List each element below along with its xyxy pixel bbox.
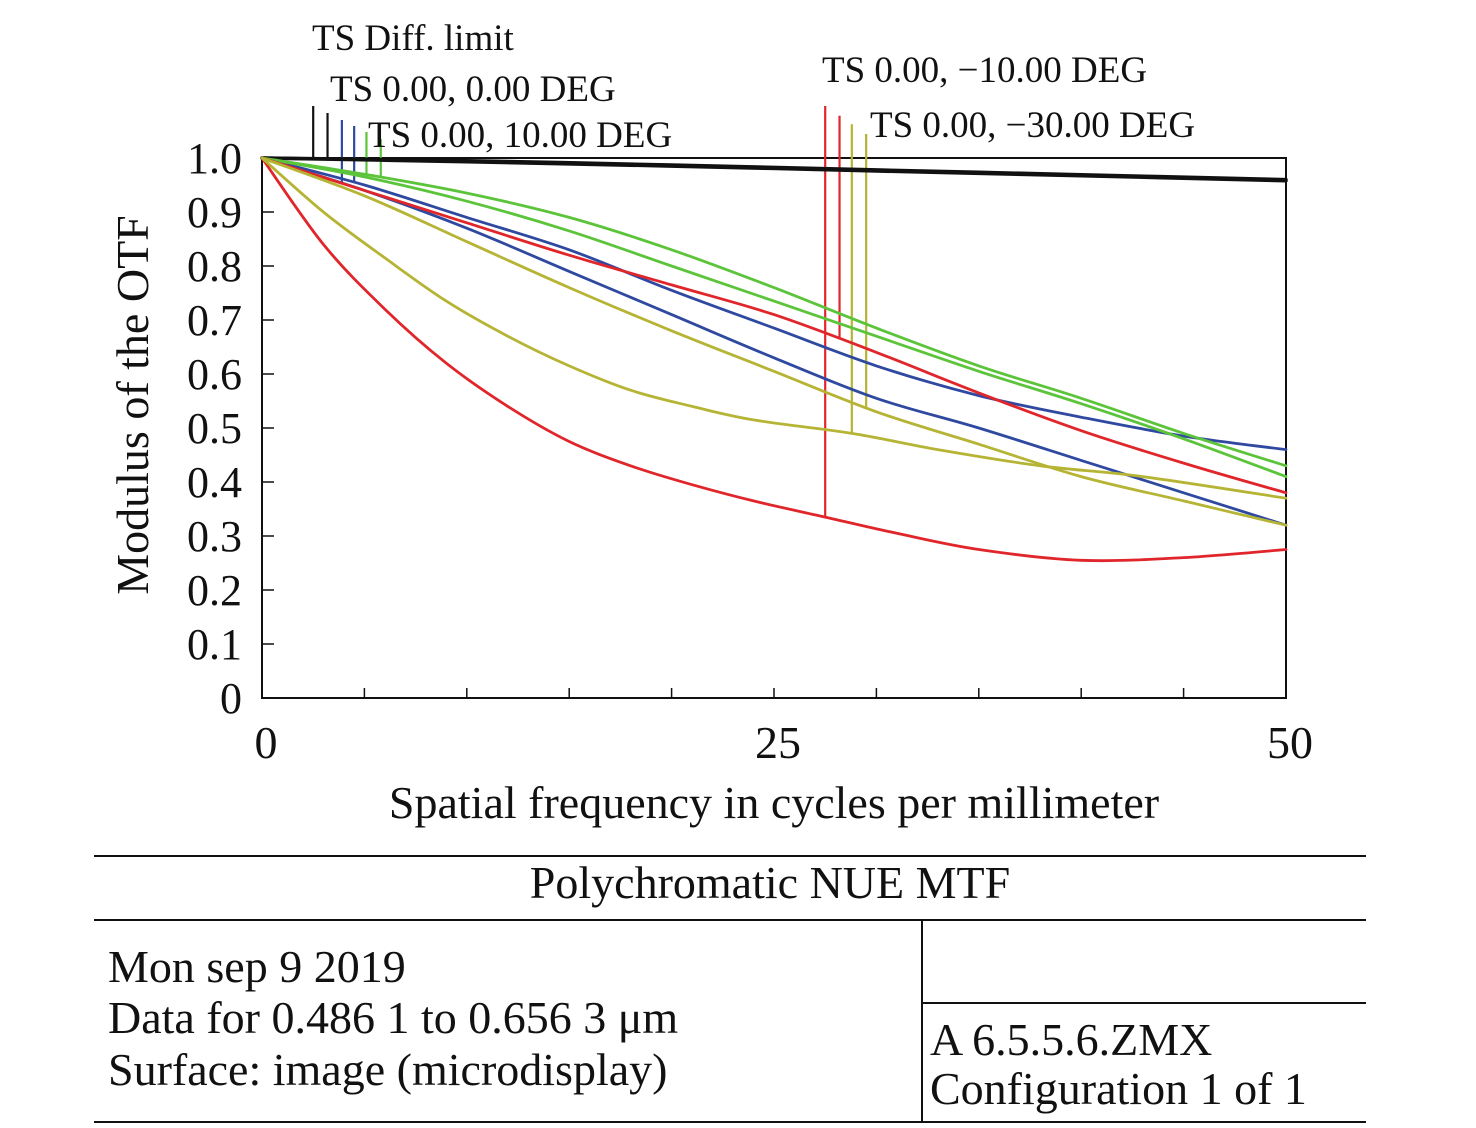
y-tick-labels: 0 0.1 0.2 0.3 0.4 0.5 0.6 0.7 0.8 0.9 1.0 xyxy=(187,134,242,723)
mtf-curve xyxy=(260,156,1288,527)
mtf-curve xyxy=(260,156,1288,468)
x-tick-label: 0 xyxy=(255,717,278,768)
mtf-curves xyxy=(260,156,1288,563)
axis-ticks xyxy=(262,157,1185,699)
info-surface: Surface: image (microdisplay) xyxy=(108,1044,667,1095)
info-configuration: Configuration 1 of 1 xyxy=(930,1063,1307,1114)
y-tick-label: 0.2 xyxy=(187,566,242,615)
legend-label-neg10deg: TS 0.00, −10.00 DEG xyxy=(822,50,1147,91)
y-tick-label: 0 xyxy=(220,674,242,723)
y-tick-label: 0.8 xyxy=(187,242,242,291)
x-tick-label: 25 xyxy=(755,717,801,768)
y-tick-label: 0.5 xyxy=(187,404,242,453)
mtf-curve xyxy=(260,156,1288,527)
y-axis-label: Modulus of the OTF xyxy=(107,215,158,595)
y-tick-label: 0.4 xyxy=(187,458,242,507)
y-tick-label: 0.1 xyxy=(187,620,242,669)
x-tick-labels: 0 25 50 xyxy=(255,717,1314,768)
x-tick-label: 50 xyxy=(1267,717,1313,768)
mtf-curve xyxy=(260,156,1288,183)
info-title: Polychromatic NUE MTF xyxy=(530,857,1010,908)
legend-label-10deg: TS 0.00, 10.00 DEG xyxy=(368,115,672,156)
y-tick-label: 0.7 xyxy=(187,296,242,345)
info-file: A 6.5.5.6.ZMX xyxy=(930,1014,1212,1065)
mtf-curve xyxy=(260,156,1288,563)
info-data-range: Data for 0.486 1 to 0.656 3 μm xyxy=(108,992,678,1043)
x-axis-label: Spatial frequency in cycles per millimet… xyxy=(389,777,1159,828)
mtf-curve xyxy=(260,156,1288,495)
y-tick-label: 0.3 xyxy=(187,512,242,561)
info-date: Mon sep 9 2019 xyxy=(108,941,406,992)
y-tick-label: 0.9 xyxy=(187,188,242,237)
y-tick-label: 1.0 xyxy=(187,134,242,183)
legend-label-0deg: TS 0.00, 0.00 DEG xyxy=(330,69,616,110)
mtf-curve xyxy=(260,156,1288,451)
legend-label-diff-limit: TS Diff. limit xyxy=(312,18,515,59)
mtf-curve xyxy=(260,156,1288,478)
y-tick-label: 0.6 xyxy=(187,350,242,399)
legend-label-neg30deg: TS 0.00, −30.00 DEG xyxy=(870,105,1195,146)
